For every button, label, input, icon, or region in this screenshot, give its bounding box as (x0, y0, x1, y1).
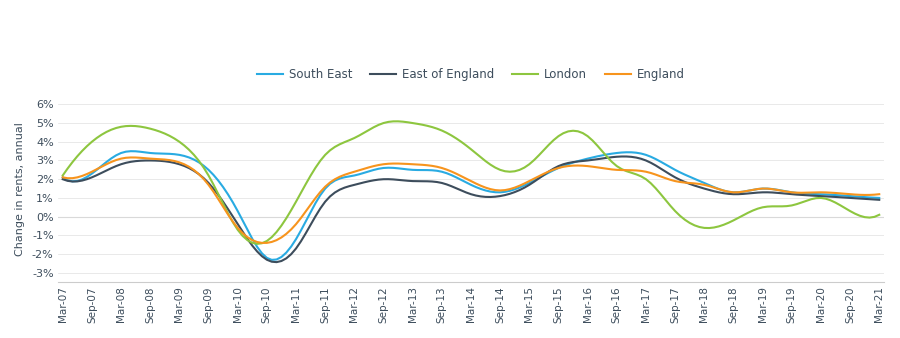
South East (704, 183, 715, 187)
East of England (718, 191, 729, 195)
South East (388, 166, 399, 170)
Line: East of England: East of England (63, 156, 879, 262)
England (845, 192, 856, 196)
East of England (845, 196, 856, 200)
London (392, 119, 403, 123)
England (762, 187, 773, 191)
London (718, 223, 729, 227)
South East (762, 187, 773, 191)
England (256, 241, 267, 245)
East of England (616, 154, 627, 159)
Line: England: England (63, 158, 879, 243)
Line: South East: South East (63, 151, 879, 260)
England (58, 175, 68, 179)
Line: London: London (63, 121, 879, 244)
Legend: South East, East of England, London, England: South East, East of England, London, Eng… (253, 64, 689, 86)
London (58, 173, 68, 177)
London (874, 213, 885, 217)
South East (286, 245, 297, 249)
England (718, 189, 729, 193)
London (252, 242, 263, 246)
South East (845, 194, 856, 198)
England (704, 184, 715, 188)
England (125, 155, 136, 160)
East of England (58, 177, 68, 181)
England (286, 227, 297, 232)
South East (58, 175, 68, 179)
South East (125, 149, 136, 153)
East of England (271, 260, 282, 264)
East of England (762, 190, 773, 194)
London (845, 209, 856, 213)
East of England (281, 256, 292, 260)
London (704, 226, 715, 230)
England (874, 192, 885, 196)
England (388, 162, 399, 166)
South East (266, 258, 277, 262)
East of England (874, 198, 885, 202)
East of England (704, 188, 715, 192)
South East (718, 189, 729, 193)
East of England (383, 177, 394, 181)
London (383, 120, 394, 124)
Y-axis label: Change in rents, annual: Change in rents, annual (15, 122, 25, 256)
London (281, 216, 292, 220)
London (762, 204, 773, 209)
South East (874, 196, 885, 200)
